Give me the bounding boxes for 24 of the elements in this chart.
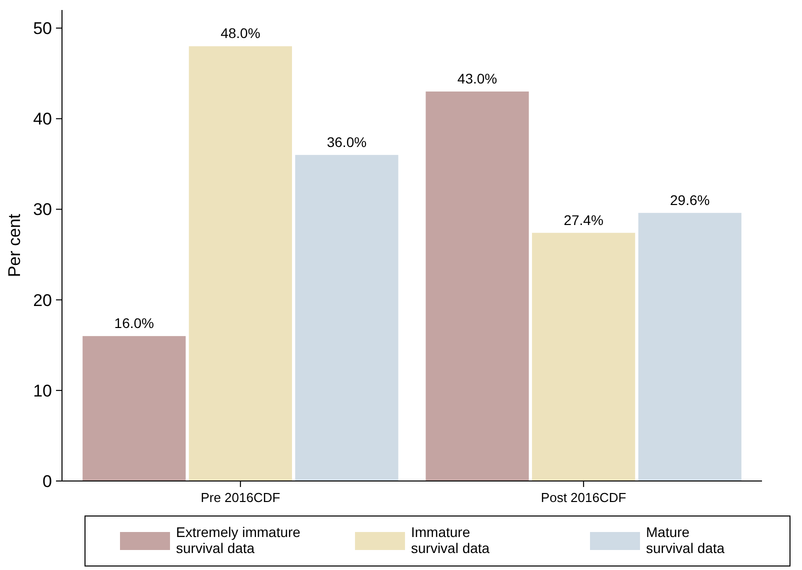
y-tick-label: 20 (33, 290, 52, 310)
data-label: 48.0% (220, 25, 260, 42)
y-tick-label: 30 (33, 200, 52, 220)
x-tick-label: Post 2016CDF (540, 490, 626, 505)
bar (638, 212, 742, 481)
bar (188, 46, 292, 481)
y-tick-label: 50 (33, 19, 52, 38)
legend-label: Immature survival data (411, 524, 490, 556)
data-label: 27.4% (564, 212, 604, 228)
y-tick-label: 10 (33, 381, 52, 400)
data-label: 29.6% (670, 192, 710, 208)
data-label: 16.0% (114, 315, 154, 332)
bar (82, 336, 186, 481)
x-tick-label: Pre 2016CDF (200, 490, 280, 505)
legend-label: Mature survival data (646, 524, 725, 556)
legend-label: Extremely immature survival data (176, 524, 301, 556)
data-label: 43.0% (457, 70, 498, 87)
bar (426, 92, 529, 481)
y-axis-title: Per cent (5, 214, 24, 278)
y-tick-label: 40 (33, 110, 52, 129)
bar (532, 232, 636, 481)
y-tick-label: 0 (42, 472, 52, 491)
data-label: 36.0% (326, 134, 367, 150)
bar (295, 154, 398, 481)
